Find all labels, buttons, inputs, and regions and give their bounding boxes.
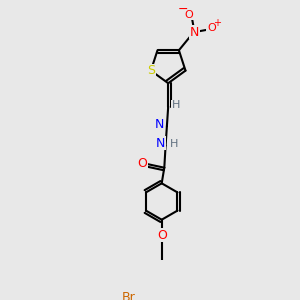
Text: H: H [170,139,178,149]
Text: O: O [207,23,216,33]
Text: S: S [147,64,155,77]
Text: −: − [178,3,189,16]
Text: +: + [213,19,221,28]
Text: Br: Br [122,291,136,300]
Text: N: N [156,136,166,149]
Text: O: O [137,157,147,170]
Text: O: O [157,229,166,242]
Text: N: N [155,118,164,131]
Text: N: N [190,26,199,39]
Text: O: O [184,10,193,20]
Text: H: H [172,100,180,110]
